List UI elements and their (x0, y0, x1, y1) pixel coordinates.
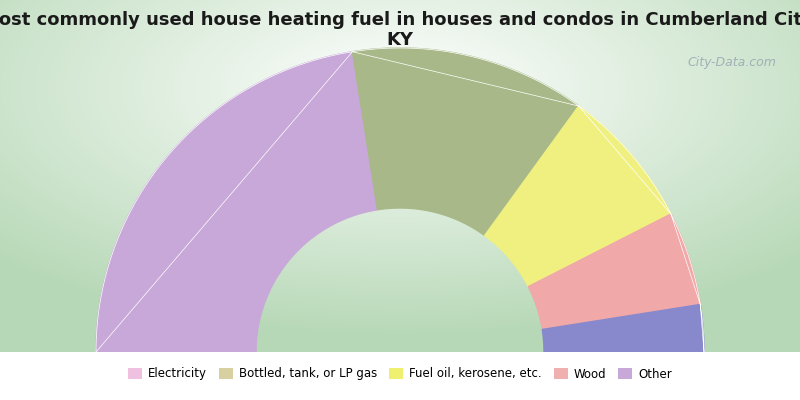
Polygon shape (485, 106, 671, 287)
Legend: Electricity, Bottled, tank, or LP gas, Fuel oil, kerosene, etc., Wood, Other: Electricity, Bottled, tank, or LP gas, F… (123, 363, 677, 385)
Polygon shape (96, 52, 378, 352)
Polygon shape (528, 214, 700, 330)
Polygon shape (353, 48, 578, 236)
Text: City-Data.com: City-Data.com (687, 56, 776, 69)
Text: Most commonly used house heating fuel in houses and condos in Cumberland City,
K: Most commonly used house heating fuel in… (0, 10, 800, 49)
Polygon shape (542, 304, 704, 352)
